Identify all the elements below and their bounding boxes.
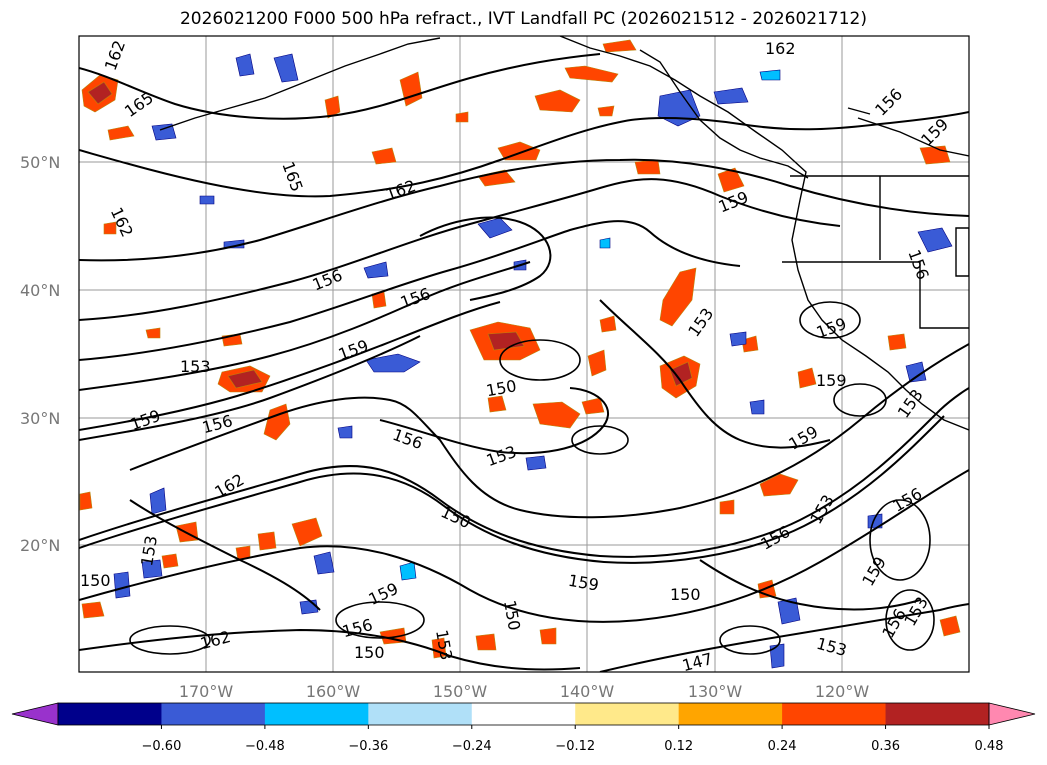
colorbar-tick-label: −0.24 [452, 739, 492, 754]
colorbar-tick-label: 0.48 [975, 739, 1004, 754]
colorbar-frame [57, 702, 990, 726]
colorbar-segment [678, 703, 783, 725]
refractivity-contours [79, 53, 969, 672]
lon-label-150w: 150°W [433, 682, 488, 701]
colorbar-extend-left [11, 702, 59, 726]
colorbar-tick-label: −0.48 [245, 739, 285, 754]
lon-label-140w: 140°W [560, 682, 615, 701]
lon-label-170w: 170°W [179, 682, 234, 701]
graticule [79, 36, 969, 672]
contour-label: 153 [180, 357, 211, 376]
latitude-labels: 50°N 40°N 30°N 20°N [20, 153, 60, 555]
colorbar-tick-label: 0.36 [871, 739, 900, 754]
lon-label-120w: 120°W [815, 682, 870, 701]
colorbar: −0.60 −0.48 −0.36 −0.24 −0.12 0.12 0.24 0.36 0.4… [11, 702, 1036, 754]
contour-label: 150 [670, 585, 701, 604]
colorbar-segment [161, 703, 266, 725]
colorbar-tick-label: −0.60 [142, 739, 182, 754]
contour-islands [129, 301, 935, 655]
colorbar-segment [58, 703, 162, 725]
colorbar-extend-right [988, 702, 1036, 726]
lat-label-50n: 50°N [20, 153, 60, 172]
colorbar-segment [782, 703, 887, 725]
map-frame [78, 35, 970, 673]
lat-label-20n: 20°N [20, 536, 60, 555]
contour-label: 147 [680, 649, 714, 675]
colorbar-segment [471, 703, 576, 725]
map-title: 2026021200 F000 500 hPa refract., IVT La… [179, 9, 867, 29]
longitude-labels: 170°W 160°W 150°W 140°W 130°W 120°W [179, 682, 870, 701]
colorbar-tick-label: −0.12 [555, 739, 595, 754]
contour-label: 150 [354, 643, 385, 662]
colorbar-segment [368, 703, 473, 725]
lon-label-130w: 130°W [688, 682, 743, 701]
colorbar-segment [575, 703, 680, 725]
lon-label-160w: 160°W [306, 682, 361, 701]
colorbar-ticks: −0.60 −0.48 −0.36 −0.24 −0.12 0.12 0.24 0.36 0.4… [142, 725, 1004, 754]
colorbar-segment [264, 703, 369, 725]
contour-label: 150 [80, 571, 111, 590]
colorbar-segment [885, 703, 990, 725]
colorbar-segments [58, 703, 990, 725]
lat-label-40n: 40°N [20, 281, 60, 300]
contour-label: 162 [765, 39, 796, 58]
colorbar-tick-label: 0.12 [664, 739, 693, 754]
lat-label-30n: 30°N [20, 409, 60, 428]
positive-anomaly-blobs [79, 39, 961, 659]
colorbar-tick-label: −0.36 [348, 739, 388, 754]
contour-label: 159 [816, 371, 847, 390]
negative-anomaly-blobs [113, 53, 953, 669]
colorbar-tick-label: 0.24 [768, 739, 797, 754]
